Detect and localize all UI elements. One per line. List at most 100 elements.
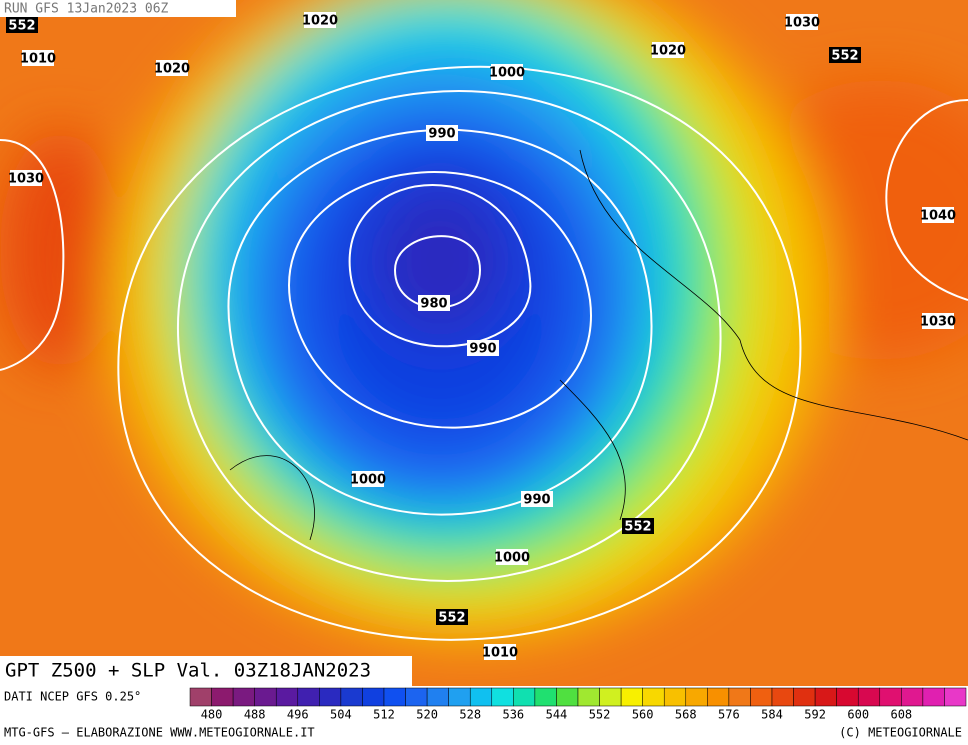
legend-label: 488 — [244, 708, 266, 722]
legend-swatch — [944, 687, 967, 707]
legend-swatch — [232, 687, 255, 707]
legend-label: 568 — [675, 708, 697, 722]
legend-swatch — [319, 687, 342, 707]
legend-swatch — [922, 687, 945, 707]
label-box — [436, 609, 468, 625]
label-box — [922, 207, 954, 223]
legend-label: 504 — [330, 708, 352, 722]
legend-swatch — [254, 687, 277, 707]
map-field — [0, 0, 968, 686]
legend-label: 496 — [287, 708, 309, 722]
label-box — [22, 50, 54, 66]
title-box — [0, 656, 412, 686]
isobar-label: 1000 — [350, 473, 386, 488]
legend-swatch — [642, 687, 665, 707]
isobar-label: 1030 — [920, 315, 956, 330]
label-box — [484, 644, 516, 660]
isobar-label: 1030 — [784, 16, 820, 31]
legend-swatch — [469, 687, 493, 707]
label-box — [922, 313, 954, 329]
legend-label: 552 — [589, 708, 611, 722]
legend-swatch — [275, 687, 299, 707]
color-legend: 480 488 496 504 512 520 528 536 544 552 560 568 576 5… — [189, 687, 967, 722]
label-box — [491, 64, 523, 80]
isobar-label: 990 — [523, 493, 550, 508]
legend-swatch — [383, 687, 406, 707]
legend-label: 560 — [632, 708, 654, 722]
legend-swatch — [771, 687, 794, 707]
label-box — [418, 295, 450, 311]
legend-swatch — [685, 687, 708, 707]
label-box — [426, 125, 458, 141]
legend-label: 584 — [761, 708, 783, 722]
isobar-label: 552 — [831, 49, 858, 64]
label-box — [786, 14, 818, 30]
legend-label: 600 — [847, 708, 869, 722]
isobar-label: 1020 — [302, 14, 338, 29]
legend-swatch — [728, 687, 751, 707]
label-box — [652, 42, 684, 58]
isobar-label: 1040 — [920, 209, 956, 224]
label-box — [352, 471, 384, 487]
legend-label: 520 — [416, 708, 438, 722]
isobar-label: 1010 — [482, 646, 518, 661]
isobar-label: 1000 — [489, 66, 525, 81]
legend-swatch — [340, 687, 363, 707]
legend-swatch — [448, 687, 471, 707]
legend-swatch — [211, 687, 234, 707]
isobar-label: 552 — [8, 19, 35, 34]
legend-swatch — [620, 687, 643, 707]
legend-swatch — [857, 687, 881, 707]
isobar-label: 552 — [438, 611, 465, 626]
label-box — [521, 491, 553, 507]
legend-label: 544 — [546, 708, 568, 722]
label-box — [467, 340, 499, 356]
legend-swatch — [599, 687, 622, 707]
legend-swatch — [814, 687, 837, 707]
legend-swatch — [189, 687, 212, 707]
isobar-label: 1000 — [494, 551, 530, 566]
isobar-label: 1030 — [8, 172, 44, 187]
isobar-label: 1020 — [154, 62, 190, 77]
isobar-label: 1010 — [20, 52, 56, 67]
legend-label: 512 — [373, 708, 395, 722]
label-box — [6, 17, 38, 33]
legend-swatch — [879, 687, 902, 707]
legend-label: 480 — [201, 708, 223, 722]
isobar-label: 990 — [428, 127, 455, 142]
legend-swatch — [577, 687, 600, 707]
label-box — [496, 549, 528, 565]
legend-label: 592 — [804, 708, 826, 722]
legend-label: 536 — [502, 708, 524, 722]
legend-swatch — [297, 687, 320, 707]
legend-swatch — [901, 687, 924, 707]
legend-swatch — [793, 687, 816, 707]
footer-right: (C) METEOGIORNALE — [839, 726, 962, 740]
legend-swatch — [836, 687, 859, 707]
legend-swatch — [426, 687, 449, 707]
label-box — [829, 47, 861, 63]
footer-left: MTG-GFS — ELABORAZIONE WWW.METEOGIORNALE… — [4, 726, 315, 740]
legend-swatch — [362, 687, 385, 707]
legend-swatch — [405, 687, 428, 707]
legend-swatch — [556, 687, 579, 707]
legend-swatch — [513, 687, 536, 707]
isobar-label: 980 — [420, 297, 447, 312]
run-box — [0, 0, 236, 17]
legend-label: 576 — [718, 708, 740, 722]
isobar-label: 1020 — [650, 44, 686, 59]
legend-swatch — [750, 687, 773, 707]
label-box — [622, 518, 654, 534]
source-label: DATI NCEP GFS 0.25° — [4, 690, 141, 704]
legend-swatch — [534, 687, 557, 707]
legend-swatch — [707, 687, 730, 707]
isobar-label: 552 — [624, 520, 651, 535]
legend-swatch — [663, 687, 687, 707]
legend-label: 608 — [890, 708, 912, 722]
legend-label: 528 — [459, 708, 481, 722]
legend-swatch — [491, 687, 514, 707]
label-box — [304, 12, 336, 28]
isobar-labels: 552 1020 1030 1010 1020 1000 1020 552 990 1030 104… — [6, 12, 956, 661]
label-box — [156, 60, 188, 76]
